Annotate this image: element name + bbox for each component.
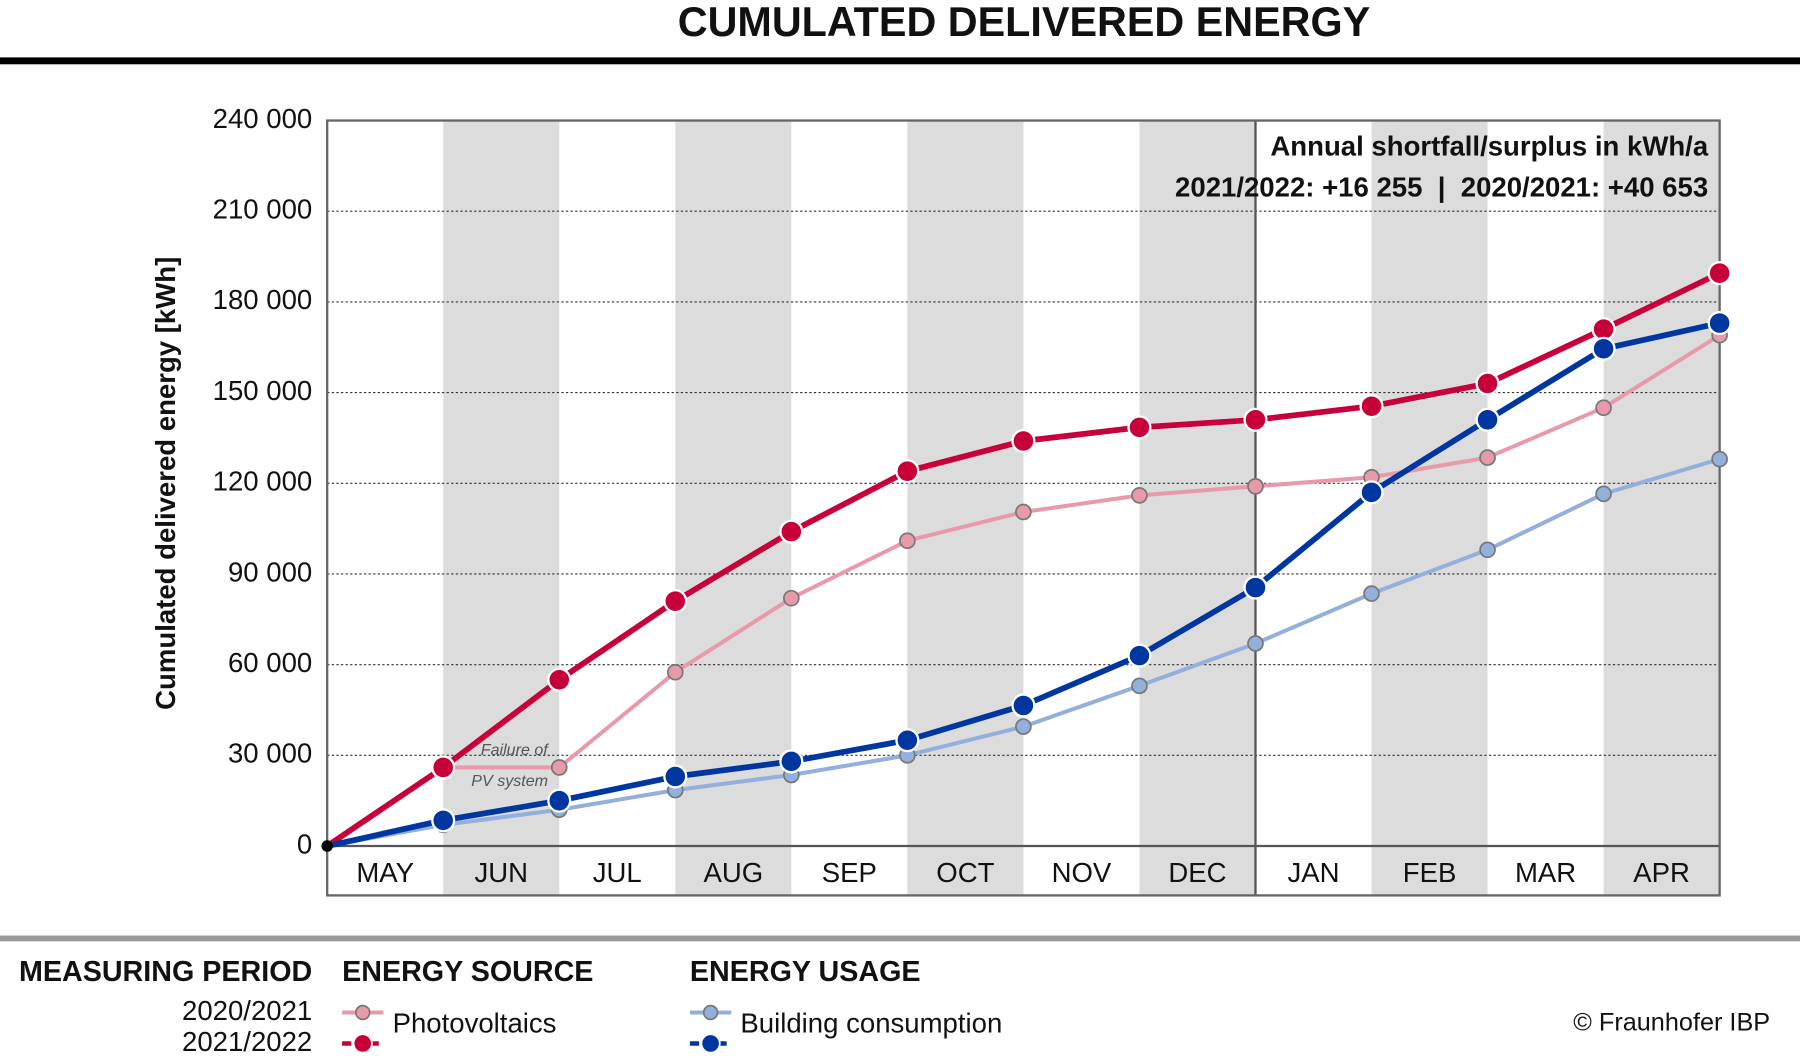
- data-point: [1595, 399, 1612, 417]
- x-tick-label: SEP: [822, 857, 877, 888]
- data-point: [1243, 407, 1268, 432]
- data-point: [1359, 480, 1384, 505]
- y-axis-label: Cumulated delivered energy [kWh]: [150, 257, 181, 710]
- data-point: [1707, 311, 1732, 336]
- x-tick-label: MAY: [356, 857, 414, 888]
- y-tick-label: 120 000: [213, 466, 313, 497]
- legend-label: Building consumption: [740, 1007, 1002, 1038]
- title-rule: [0, 57, 1800, 65]
- plot-frame: [326, 119, 1721, 897]
- data-point: [895, 728, 920, 753]
- data-point: [550, 759, 568, 776]
- data-point: [431, 808, 456, 833]
- legend-swatch: [352, 1033, 373, 1054]
- month-band: [1371, 120, 1488, 896]
- data-point: [1247, 635, 1264, 652]
- x-tick-label: MAR: [1515, 857, 1576, 888]
- data-point: [1131, 487, 1148, 504]
- data-point: [1363, 585, 1380, 602]
- x-tick-label: JAN: [1287, 857, 1339, 888]
- month-band: [1603, 120, 1720, 896]
- x-tick-label: AUG: [703, 857, 763, 888]
- legend-title: ENERGY USAGE: [690, 956, 921, 988]
- data-point: [1015, 718, 1032, 735]
- origin-dot: [321, 840, 333, 852]
- data-point: [1591, 336, 1616, 361]
- y-tick-label: 90 000: [228, 556, 312, 587]
- data-point: [1475, 371, 1500, 396]
- data-point: [1011, 693, 1036, 718]
- data-point: [899, 532, 916, 550]
- data-point: [1707, 261, 1732, 286]
- plot: 0 30 000 60 000 90 000 120 000 150 000 180 000…: [213, 103, 1732, 897]
- data-point: [1243, 575, 1268, 600]
- data-point: [1479, 449, 1496, 466]
- data-point: [1127, 643, 1152, 668]
- data-point: [1247, 477, 1264, 495]
- legend-label: Photovoltaics: [393, 1007, 557, 1038]
- x-tick-label: JUN: [474, 857, 528, 888]
- month-band: [1139, 120, 1256, 896]
- data-point: [1131, 677, 1148, 695]
- y-tick-label: 150 000: [213, 375, 313, 406]
- data-point: [1359, 394, 1384, 419]
- y-tick-label: 240 000: [213, 103, 313, 134]
- x-tick-label: APR: [1633, 857, 1690, 888]
- x-tick-label: JUL: [593, 857, 642, 888]
- y-tick-label: 210 000: [213, 194, 313, 225]
- legend: Photovoltaics Building consumption: [342, 1004, 1002, 1054]
- data-point: [1595, 485, 1612, 503]
- copyright: © Fraunhofer IBP: [1573, 1009, 1770, 1037]
- legend-swatch: [700, 1033, 721, 1054]
- legend-title: MEASURING PERIOD: [19, 956, 312, 988]
- legend-swatch: [702, 1004, 719, 1021]
- annotation: Failure of: [481, 741, 549, 759]
- data-point: [431, 755, 456, 780]
- legend-swatch: [355, 1004, 371, 1021]
- legend-period: 2020/2021: [182, 995, 312, 1026]
- data-point: [663, 764, 688, 789]
- y-tick-label: 30 000: [228, 738, 312, 769]
- data-point: [1015, 503, 1032, 521]
- data-point: [779, 519, 804, 544]
- x-tick-label: NOV: [1052, 857, 1112, 888]
- annotation: 2021/2022: +16 255 | 2020/2021: +40 653: [1175, 172, 1708, 203]
- annotation: PV system: [471, 772, 548, 790]
- data-point: [783, 589, 800, 607]
- data-point: [779, 749, 804, 774]
- y-tick-label: 0: [297, 828, 312, 859]
- data-point: [1475, 407, 1500, 432]
- data-point: [666, 663, 684, 681]
- data-point: [663, 589, 688, 614]
- legend-period: 2021/2022: [182, 1026, 312, 1057]
- month-band: [907, 120, 1024, 896]
- x-tick-label: OCT: [936, 857, 994, 888]
- data-point: [1127, 415, 1152, 440]
- annotation: Annual shortfall/surplus in kWh/a: [1270, 130, 1708, 161]
- data-point: [547, 667, 572, 692]
- y-tick-label: 60 000: [228, 647, 312, 678]
- y-tick-label: 180 000: [213, 284, 313, 315]
- chart-title: CUMULATED DELIVERED ENERGY: [678, 0, 1370, 45]
- data-point: [1711, 450, 1728, 468]
- x-tick-label: DEC: [1168, 857, 1226, 888]
- data-point: [1479, 541, 1496, 559]
- x-tick-label: FEB: [1403, 857, 1457, 888]
- data-point: [1011, 428, 1036, 454]
- data-point: [895, 459, 920, 484]
- legend-title: ENERGY SOURCE: [342, 956, 593, 988]
- legend-rule: [0, 935, 1800, 942]
- data-point: [547, 788, 572, 813]
